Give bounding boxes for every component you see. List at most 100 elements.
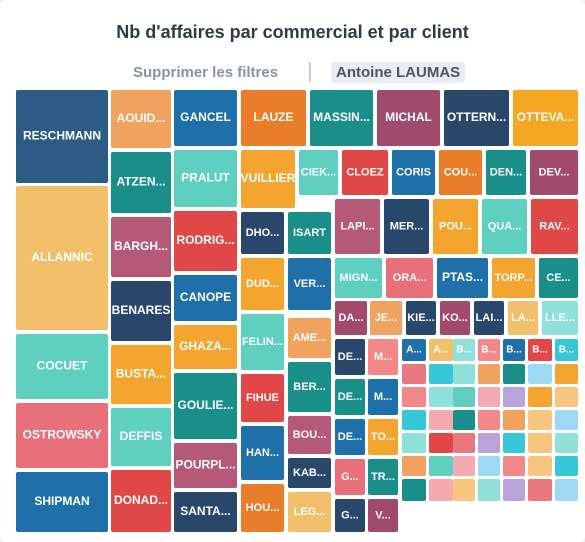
treemap-tile[interactable] bbox=[474, 301, 504, 335]
treemap-tile[interactable] bbox=[528, 339, 552, 361]
treemap-tile[interactable] bbox=[503, 339, 525, 361]
treemap-tile[interactable] bbox=[555, 456, 578, 476]
treemap-tile[interactable] bbox=[542, 301, 578, 335]
treemap-tile[interactable] bbox=[16, 403, 108, 468]
treemap-tile[interactable] bbox=[111, 470, 171, 532]
treemap-tile[interactable] bbox=[111, 217, 171, 277]
treemap-tile[interactable] bbox=[429, 479, 453, 501]
treemap-tile[interactable] bbox=[335, 301, 367, 335]
treemap-tile[interactable] bbox=[555, 410, 578, 430]
treemap-tile[interactable] bbox=[531, 199, 578, 254]
treemap-tile[interactable] bbox=[288, 458, 331, 488]
treemap-tile[interactable] bbox=[528, 410, 552, 430]
treemap-tile[interactable] bbox=[530, 150, 578, 195]
treemap-tile[interactable] bbox=[241, 258, 284, 310]
treemap-tile[interactable] bbox=[478, 364, 500, 384]
treemap-tile[interactable] bbox=[174, 325, 237, 369]
treemap-tile[interactable] bbox=[508, 301, 538, 335]
treemap-tile[interactable] bbox=[453, 410, 475, 430]
treemap-tile[interactable] bbox=[16, 334, 108, 399]
treemap-tile[interactable] bbox=[370, 301, 402, 335]
treemap-tile[interactable] bbox=[368, 459, 398, 495]
treemap-tile[interactable] bbox=[440, 301, 470, 335]
treemap-tile[interactable] bbox=[555, 339, 578, 361]
treemap-tile[interactable] bbox=[111, 281, 171, 341]
treemap-tile[interactable] bbox=[528, 364, 552, 384]
treemap-tile[interactable] bbox=[503, 387, 525, 407]
treemap-tile[interactable] bbox=[492, 258, 535, 298]
treemap-tile[interactable] bbox=[429, 410, 453, 430]
treemap-tile[interactable] bbox=[402, 364, 426, 384]
treemap-tile[interactable] bbox=[384, 199, 429, 254]
treemap-tile[interactable] bbox=[16, 186, 108, 330]
treemap-tile[interactable] bbox=[402, 410, 426, 430]
treemap-tile[interactable] bbox=[288, 492, 331, 532]
treemap-tile[interactable] bbox=[288, 258, 331, 310]
treemap-tile[interactable] bbox=[111, 152, 171, 213]
treemap-tile[interactable] bbox=[503, 456, 525, 476]
treemap-tile[interactable] bbox=[174, 443, 237, 488]
treemap-tile[interactable] bbox=[439, 150, 482, 195]
treemap-tile[interactable] bbox=[241, 484, 284, 532]
treemap-tile[interactable] bbox=[174, 275, 237, 321]
treemap-tile[interactable] bbox=[433, 199, 478, 254]
treemap-tile[interactable] bbox=[368, 379, 398, 415]
treemap-tile[interactable] bbox=[528, 456, 552, 476]
treemap-tile[interactable] bbox=[453, 339, 475, 361]
treemap-tile[interactable] bbox=[241, 212, 284, 254]
treemap-tile[interactable] bbox=[437, 258, 488, 298]
treemap-tile[interactable] bbox=[555, 433, 578, 453]
treemap-tile[interactable] bbox=[429, 339, 453, 361]
treemap-tile[interactable] bbox=[478, 479, 500, 501]
treemap-tile[interactable] bbox=[486, 150, 526, 195]
treemap-tile[interactable] bbox=[335, 258, 382, 298]
treemap-tile[interactable] bbox=[241, 426, 284, 480]
treemap-tile[interactable] bbox=[555, 364, 578, 384]
treemap-tile[interactable] bbox=[453, 456, 475, 476]
treemap-tile[interactable] bbox=[368, 419, 398, 455]
treemap-tile[interactable] bbox=[482, 199, 527, 254]
treemap-tile[interactable] bbox=[288, 362, 331, 412]
treemap-tile[interactable] bbox=[392, 150, 435, 195]
treemap-tile[interactable] bbox=[429, 456, 453, 476]
active-filter-chip[interactable]: Antoine LAUMAS bbox=[331, 62, 466, 83]
treemap-tile[interactable] bbox=[478, 410, 500, 430]
treemap-tile[interactable] bbox=[174, 211, 237, 271]
treemap-tile[interactable] bbox=[299, 150, 338, 195]
treemap-tile[interactable] bbox=[528, 387, 552, 407]
treemap-tile[interactable] bbox=[528, 479, 552, 501]
clear-filters-link[interactable]: Supprimer les filtres bbox=[133, 64, 279, 81]
treemap-tile[interactable] bbox=[478, 339, 500, 361]
treemap-tile[interactable] bbox=[335, 379, 365, 415]
treemap-tile[interactable] bbox=[402, 479, 426, 501]
treemap-tile[interactable] bbox=[478, 387, 500, 407]
treemap-tile[interactable] bbox=[111, 90, 171, 148]
treemap-tile[interactable] bbox=[241, 374, 284, 422]
treemap-tile[interactable] bbox=[377, 90, 440, 146]
treemap-tile[interactable] bbox=[453, 479, 475, 501]
treemap-tile[interactable] bbox=[241, 314, 284, 370]
treemap-tile[interactable] bbox=[539, 258, 578, 298]
treemap-tile[interactable] bbox=[478, 433, 500, 453]
treemap-tile[interactable] bbox=[402, 339, 426, 361]
treemap-tile[interactable] bbox=[288, 416, 331, 454]
treemap-tile[interactable] bbox=[528, 433, 552, 453]
treemap-tile[interactable] bbox=[444, 90, 509, 146]
treemap-tile[interactable] bbox=[174, 150, 237, 207]
treemap-tile[interactable] bbox=[111, 408, 171, 466]
treemap-tile[interactable] bbox=[555, 479, 578, 501]
treemap-tile[interactable] bbox=[288, 212, 331, 254]
treemap-tile[interactable] bbox=[335, 339, 365, 375]
treemap-tile[interactable] bbox=[335, 199, 380, 254]
treemap-tile[interactable] bbox=[386, 258, 433, 298]
treemap-tile[interactable] bbox=[513, 90, 578, 146]
treemap-tile[interactable] bbox=[478, 456, 500, 476]
treemap-tile[interactable] bbox=[310, 90, 373, 146]
treemap-tile[interactable] bbox=[174, 90, 237, 146]
treemap-tile[interactable] bbox=[174, 373, 237, 439]
treemap-tile[interactable] bbox=[453, 433, 475, 453]
treemap-tile[interactable] bbox=[453, 364, 475, 384]
treemap-tile[interactable] bbox=[429, 364, 453, 384]
treemap-tile[interactable] bbox=[111, 345, 171, 404]
treemap-tile[interactable] bbox=[503, 364, 525, 384]
